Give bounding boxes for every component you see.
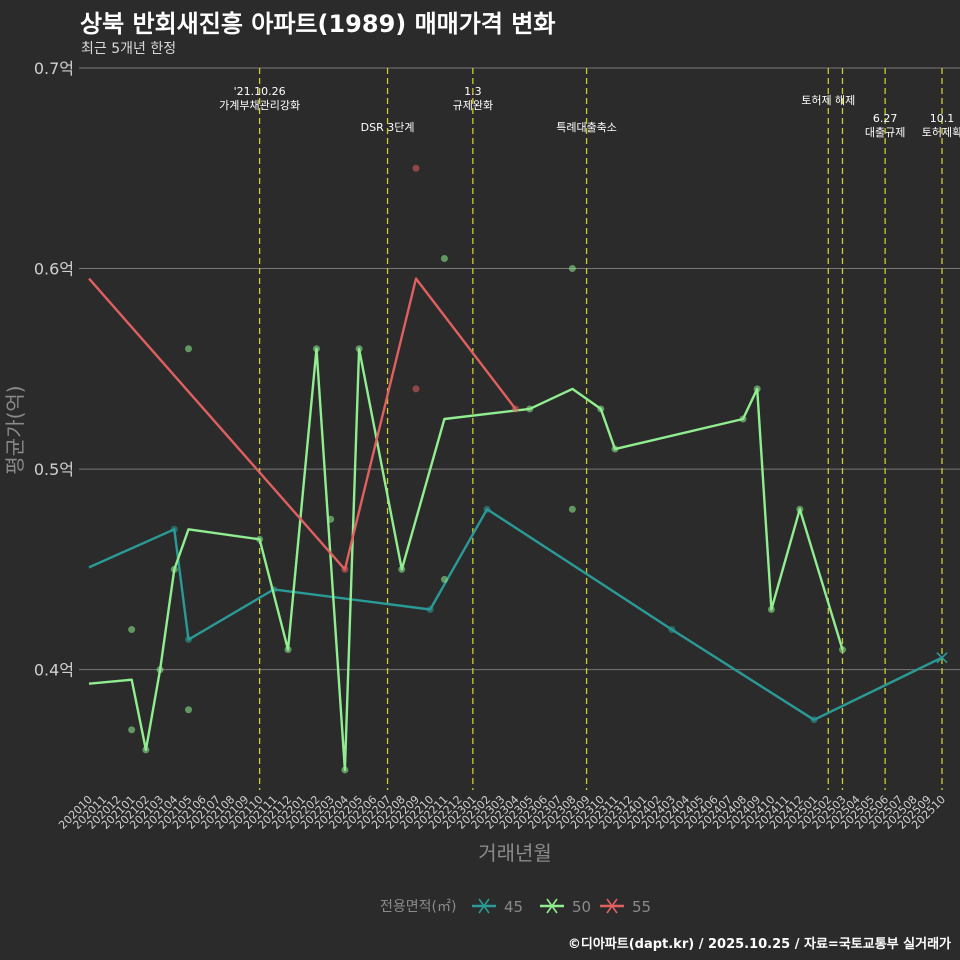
y-tick-label: 0.7억 [34, 59, 74, 78]
data-point-50 [440, 575, 448, 583]
event-label: 토허제확 [922, 126, 960, 139]
series-end-marker [936, 652, 948, 664]
data-point-55 [412, 385, 420, 393]
event-label: 토허제 해제 [801, 93, 855, 107]
event-label: 규제완화 [453, 99, 493, 112]
legend-marker-50 [546, 898, 558, 914]
chart-title: 상북 반회새진흥 아파트(1989) 매매가격 변화 [80, 10, 556, 38]
event-label: 특례대출축소 [556, 121, 617, 134]
x-axis-title: 거래년월 [478, 841, 552, 865]
data-point-50 [568, 505, 576, 513]
data-point-50 [185, 706, 193, 714]
data-point-50 [128, 726, 136, 734]
data-point-50 [185, 345, 193, 353]
event-label: 6.27 [873, 112, 898, 125]
series-line-50 [88, 347, 844, 772]
source-caption: ©디아파트(dapt.kr) / 2025.10.25 / 자료=국토교통부 실… [567, 937, 951, 952]
series-line-45 [88, 508, 943, 721]
y-tick-label: 0.5억 [34, 460, 74, 479]
data-point-50 [128, 626, 136, 634]
event-label: 1.3 [464, 85, 482, 98]
legend-marker-55 [606, 898, 618, 914]
legend-label-50: 50 [572, 898, 591, 916]
legend-label-45: 45 [504, 898, 523, 916]
event-label: '21.10.26 [234, 85, 286, 98]
data-point-50 [568, 265, 576, 273]
y-tick-label: 0.4억 [34, 661, 74, 680]
series-line-55 [88, 277, 517, 571]
event-label: 가계부채관리강화 [219, 99, 300, 112]
y-tick-label: 0.6억 [34, 260, 74, 279]
chart-subtitle: 최근 5개년 한정 [81, 41, 177, 57]
event-label: DSR 3단계 [361, 121, 415, 134]
event-label: 10.1 [930, 112, 955, 125]
event-label: 대출규제 [865, 126, 905, 139]
data-point-50 [440, 255, 448, 263]
legend-label-55: 55 [632, 898, 651, 916]
legend-marker-45 [478, 898, 490, 914]
data-point-55 [412, 164, 420, 172]
legend-title: 전용면적(㎡) [380, 899, 456, 915]
y-axis-title: 평균가(억) [3, 385, 27, 474]
